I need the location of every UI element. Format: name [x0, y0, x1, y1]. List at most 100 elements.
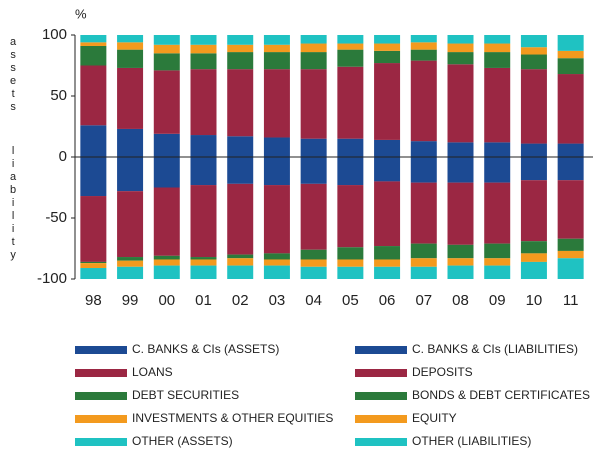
x-tick-label: 98 [85, 292, 102, 309]
bar-segment [227, 69, 254, 137]
bar-segment [263, 69, 290, 138]
bar-segment [410, 243, 437, 259]
bar-segment [374, 259, 401, 267]
legend-swatch [355, 369, 407, 377]
legend-swatch [75, 415, 127, 423]
bar-segment [410, 60, 437, 142]
bar-segment [557, 250, 584, 259]
bar-segment [80, 261, 107, 264]
x-tick-label: 02 [232, 292, 249, 309]
bar-segment [520, 143, 547, 157]
bar-segment [520, 253, 547, 262]
bar-segment [447, 157, 474, 183]
bar-segment [190, 69, 217, 136]
legend-swatch [355, 415, 407, 423]
bar-segment [447, 35, 474, 44]
legend-label: INVESTMENTS & OTHER EQUITIES [132, 411, 333, 425]
bar-segment [520, 157, 547, 181]
legend-swatch [75, 346, 127, 354]
bar-segment [117, 260, 144, 267]
bar-segment [447, 64, 474, 143]
legend-swatch [75, 392, 127, 400]
x-tick-label: 04 [305, 292, 322, 309]
legend-label: DEPOSITS [412, 365, 473, 379]
bar-segment [337, 157, 364, 186]
bar-segment [337, 43, 364, 50]
bar-segment [190, 35, 217, 45]
legend-label: EQUITY [412, 411, 457, 425]
bar-segment [484, 182, 511, 244]
bar-segment [557, 238, 584, 251]
x-tick-label: 10 [526, 292, 543, 309]
bar-segment [374, 157, 401, 182]
bar-segment [557, 157, 584, 181]
bar-segment [153, 255, 180, 260]
bar-segment [263, 35, 290, 45]
x-tick-label: 08 [452, 292, 469, 309]
bar-segment [410, 141, 437, 157]
bar-segment [190, 44, 217, 54]
legend-swatch [355, 438, 407, 446]
bar-segment [520, 241, 547, 254]
bar-segment [484, 142, 511, 157]
bar-segment [337, 266, 364, 279]
bar-segment [300, 35, 327, 44]
bar-segment [484, 35, 511, 44]
y-tick-label: -50 [45, 209, 67, 226]
bar-segment [337, 49, 364, 67]
bar-segment [227, 44, 254, 53]
bar-segment [117, 191, 144, 258]
bar-segment [557, 143, 584, 157]
bar-segment [337, 138, 364, 157]
bar-segment [80, 157, 107, 197]
bar-segment [410, 42, 437, 50]
bar-segment [447, 52, 474, 65]
bar-segment [300, 157, 327, 184]
bar-segment [520, 261, 547, 279]
bar-segment [190, 257, 217, 260]
x-tick-label: 11 [563, 292, 579, 309]
x-tick-label: 99 [122, 292, 139, 309]
y-tick-label: 100 [42, 26, 67, 43]
bar-segment [117, 128, 144, 157]
bar-segment [153, 35, 180, 45]
bar-segment [300, 259, 327, 267]
bar-segment [484, 52, 511, 68]
bar-segment [557, 50, 584, 59]
bar-segment [520, 35, 547, 48]
legend-swatch [355, 392, 407, 400]
bar-segment [263, 137, 290, 157]
bar-segment [374, 181, 401, 247]
bar-segment [263, 253, 290, 260]
bar-segment [447, 182, 474, 245]
bar-segment [190, 135, 217, 157]
bar-segment [300, 183, 327, 250]
unit-label: % [75, 6, 87, 21]
bar-segment [263, 157, 290, 186]
bar-segment [300, 69, 327, 139]
bar-segment [374, 139, 401, 157]
bar-segment [447, 258, 474, 266]
x-tick-label: 07 [415, 292, 432, 309]
bar-segment [80, 42, 107, 46]
x-tick-label: 05 [342, 292, 359, 309]
x-tick-label: 00 [158, 292, 175, 309]
bar-segment [80, 35, 107, 43]
bar-segment [337, 247, 364, 260]
bar-segment [300, 249, 327, 260]
bar-segment [263, 52, 290, 70]
bar-segment [410, 157, 437, 183]
bar-segment [117, 35, 144, 43]
bar-segment [80, 268, 107, 279]
bar-segment [117, 266, 144, 279]
bar-segment [80, 45, 107, 66]
bar-segment [263, 185, 290, 254]
bar-segment [300, 52, 327, 70]
legend-label: DEBT SECURITIES [132, 388, 239, 402]
bar-segment [410, 49, 437, 61]
bar-segment [484, 43, 511, 53]
bar-segment [153, 265, 180, 279]
bar-segment [227, 183, 254, 255]
bar-segment [484, 265, 511, 279]
